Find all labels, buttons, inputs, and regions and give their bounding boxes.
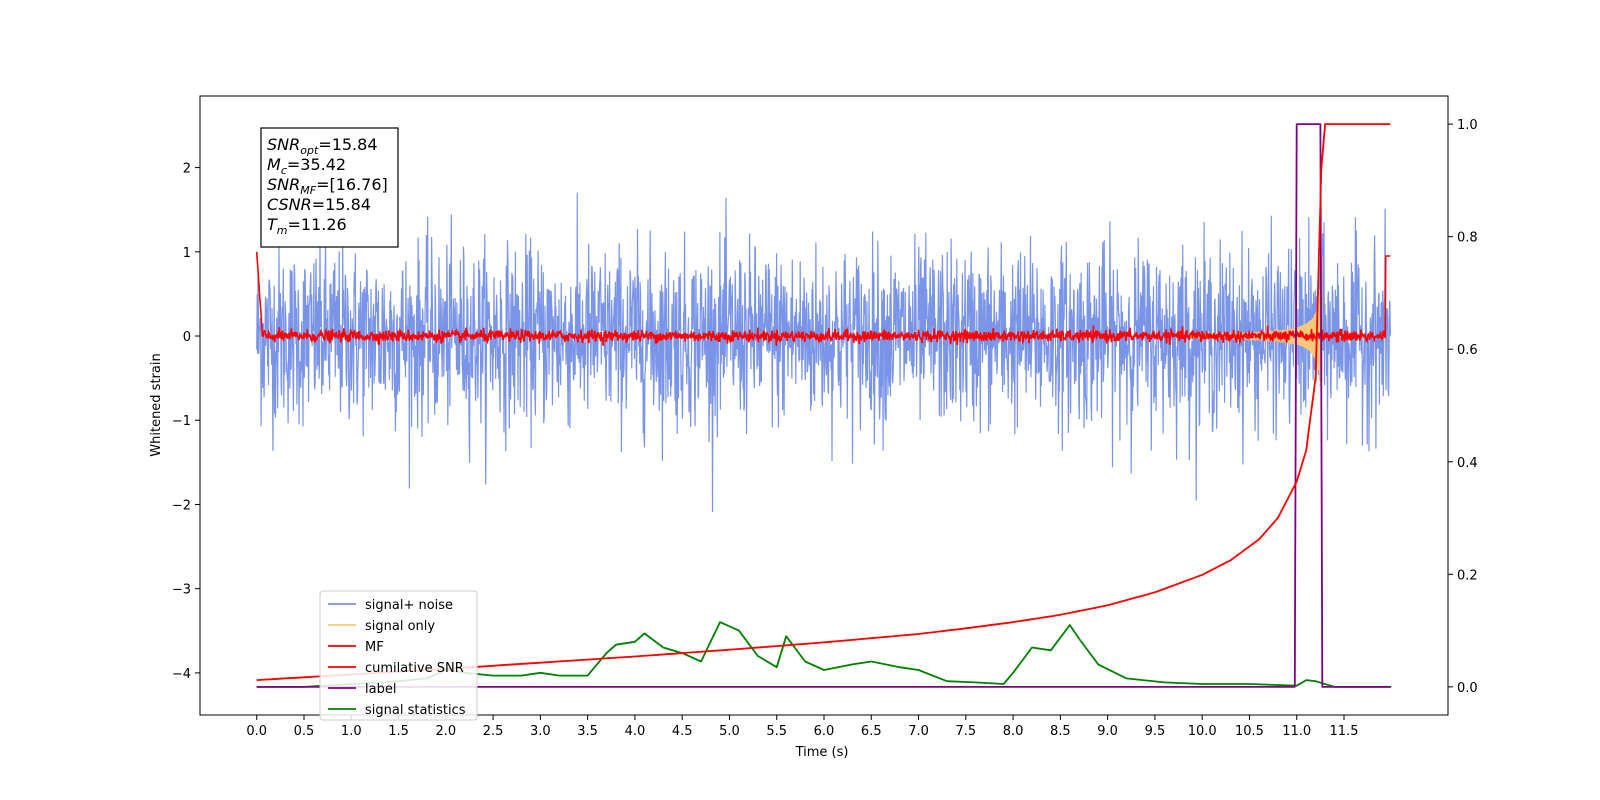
x-tick-label: 2.0: [435, 724, 456, 739]
series-label: [256, 123, 1391, 688]
x-tick-label: 8.0: [1003, 724, 1024, 739]
y-tick-label: 0: [183, 330, 191, 345]
x-tick-label: 9.5: [1145, 724, 1166, 739]
annotation-symbol: SNR: [267, 175, 300, 194]
annotation-line: SNRMF=[16.76]: [267, 175, 388, 197]
annotation-symbol: M: [267, 155, 281, 174]
y-tick-label: −3: [172, 583, 191, 598]
x-tick-label: 3.0: [530, 724, 551, 739]
annotation-symbol: T: [267, 215, 278, 234]
annotation-line: CSNR=15.84: [267, 195, 371, 214]
plot-area: [255, 123, 1392, 688]
legend-entry-label: signal only: [365, 619, 435, 634]
annotation-subscript: MF: [300, 184, 316, 197]
x-tick-label: 11.0: [1282, 724, 1311, 739]
x-axis-label: Time (s): [795, 745, 849, 760]
x-tick-label: 9.0: [1097, 724, 1118, 739]
y2-tick-label: 0.2: [1457, 568, 1478, 583]
x-tick-label: 0.0: [246, 724, 267, 739]
x-tick-label: 0.5: [294, 724, 315, 739]
annotation-subscript: c: [281, 164, 287, 177]
x-tick-label: 6.0: [814, 724, 835, 739]
x-tick-label: 3.5: [577, 724, 598, 739]
x-tick-label: 1.0: [341, 724, 362, 739]
x-tick-label: 4.0: [625, 724, 646, 739]
legend-frame: [319, 590, 478, 721]
x-axis: 0.0 0.5 1.0 1.5 2.0 2.5 3.0 3.5 4.0 4.5 5.0 5.5 6.0 6…: [246, 715, 1358, 739]
legend-entry-label: label: [365, 682, 396, 697]
x-tick-label: 5.0: [719, 724, 740, 739]
annotation-value: =[16.76]: [316, 175, 388, 194]
series-mf: [255, 251, 1391, 347]
annotation-value: =35.42: [287, 155, 346, 174]
x-tick-label: 8.5: [1050, 724, 1071, 739]
y2-tick-label: 1.0: [1457, 118, 1478, 133]
annotation-frame: [260, 127, 399, 248]
annotation-value: =11.26: [288, 215, 347, 234]
x-tick-label: 10.5: [1235, 724, 1264, 739]
series-signal-noise: [256, 192, 1391, 513]
x-tick-label: 11.5: [1330, 724, 1359, 739]
y-axis-label: Whitened strain: [149, 353, 164, 456]
annotation-value: =15.84: [318, 135, 377, 154]
x-tick-label: 4.5: [672, 724, 693, 739]
y-axis-left: 2 1 0 −1 −2 −3 −4: [172, 162, 200, 682]
legend-entry-label: signal statistics: [365, 703, 466, 718]
annotation-line: SNRopt=15.84: [267, 135, 378, 157]
y-tick-label: −4: [172, 667, 191, 682]
y-tick-label: −2: [172, 498, 191, 513]
x-tick-label: 10.0: [1188, 724, 1217, 739]
legend-entry-label: cumilative SNR: [365, 661, 464, 676]
y2-tick-label: 0.0: [1457, 681, 1478, 696]
legend: signal+ noise signal only MF cumilative SNR…: [319, 590, 478, 721]
y2-tick-label: 0.4: [1457, 456, 1478, 471]
annotation-subscript: m: [277, 224, 288, 237]
annotation-value: =15.84: [312, 195, 371, 214]
annotation-line: Mc=35.42: [267, 155, 346, 177]
x-tick-label: 1.5: [388, 724, 409, 739]
y2-tick-label: 0.8: [1457, 231, 1478, 246]
legend-entry-label: signal+ noise: [365, 598, 453, 613]
annotation-symbol: SNR: [267, 135, 300, 154]
y-tick-label: 1: [183, 246, 191, 261]
x-tick-label: 2.5: [483, 724, 504, 739]
x-tick-label: 6.5: [861, 724, 882, 739]
annotation-box: SNRopt=15.84Mc=35.42SNRMF=[16.76]CSNR=15…: [260, 127, 399, 248]
x-tick-label: 5.5: [766, 724, 787, 739]
y2-tick-label: 0.6: [1457, 343, 1478, 358]
x-tick-label: 7.0: [908, 724, 929, 739]
y-tick-label: 2: [183, 162, 191, 177]
series-signal-statistics: [256, 621, 1392, 688]
annotation-subscript: opt: [300, 144, 319, 157]
annotation-symbol: CSNR: [267, 195, 312, 214]
annotation-line: Tm=11.26: [267, 215, 347, 237]
y-tick-label: −1: [172, 414, 191, 429]
legend-entry-label: MF: [365, 640, 384, 655]
y-axis-right: 1.0 0.8 0.6 0.4 0.2 0.0: [1448, 118, 1478, 696]
x-tick-label: 7.5: [955, 724, 976, 739]
series-cumilative-snr: [256, 123, 1391, 681]
